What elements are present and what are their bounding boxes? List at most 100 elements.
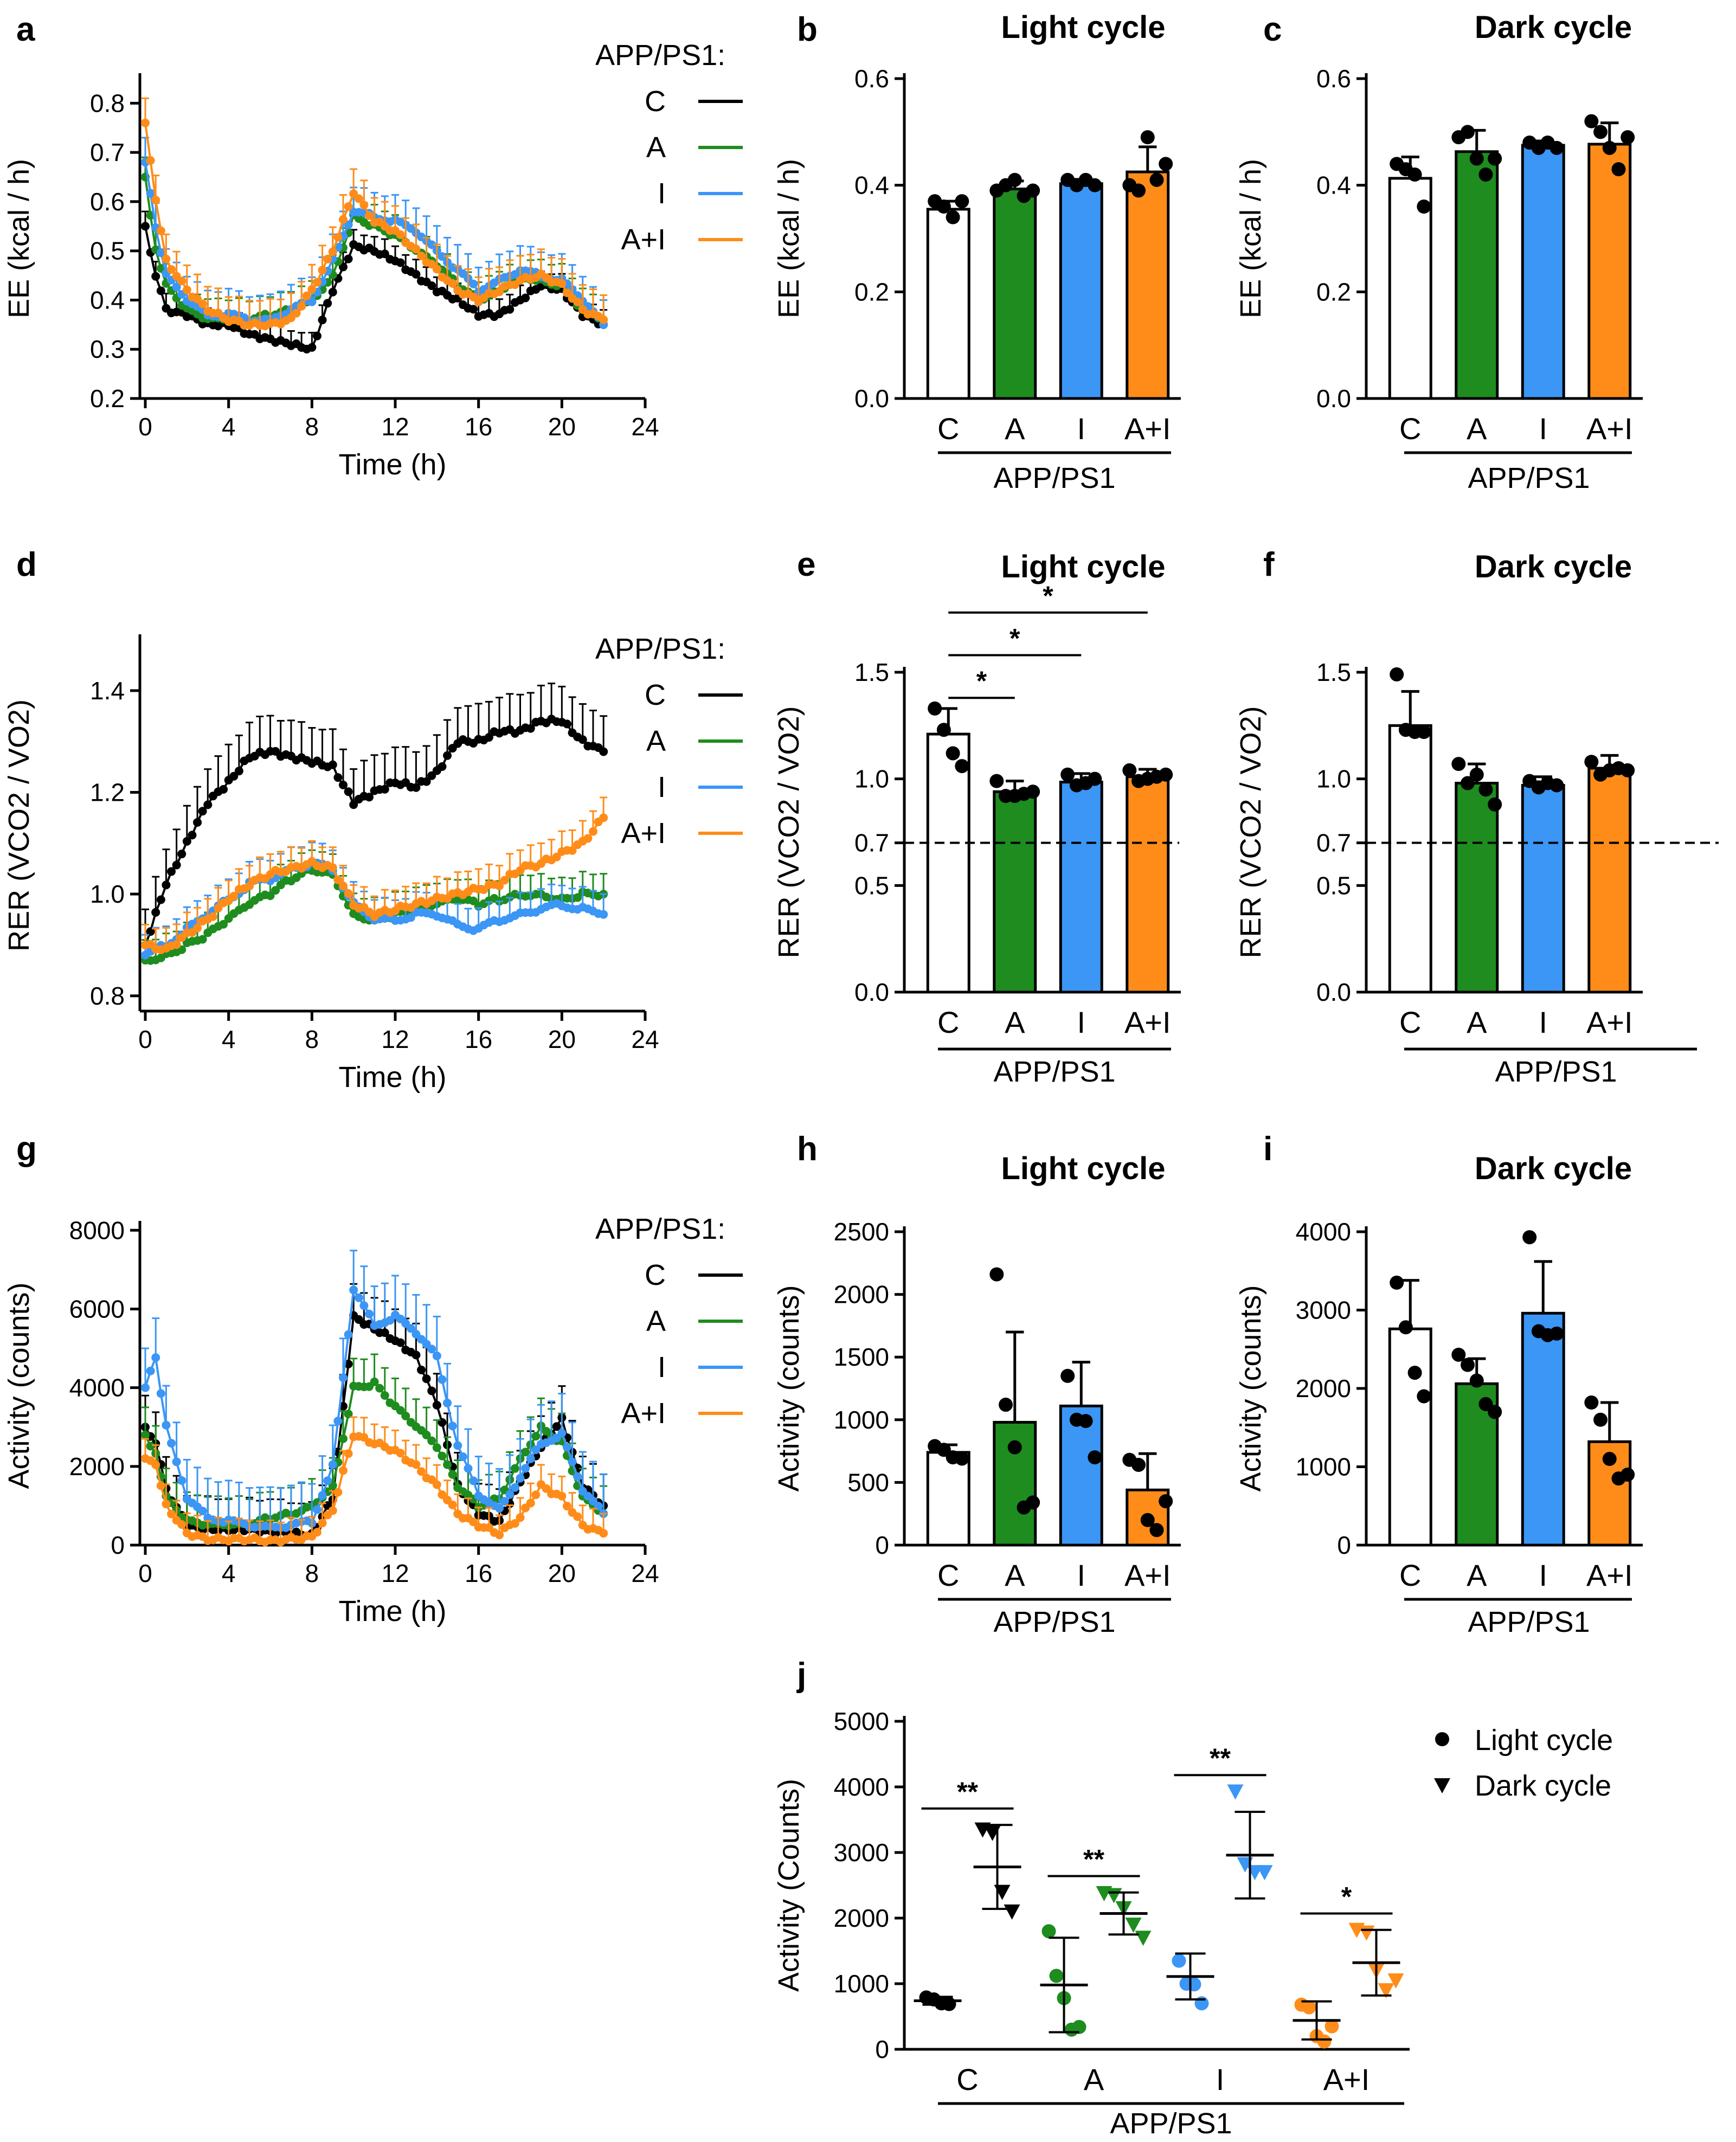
panel-label: d: [16, 546, 37, 583]
data-point: [167, 1509, 176, 1519]
data-point: [599, 813, 608, 822]
x-tick-label: A+I: [1124, 1558, 1171, 1592]
data-point: [1398, 1320, 1413, 1335]
bar-A: [1455, 150, 1499, 400]
x-tick-label: 20: [548, 413, 576, 441]
data-point: [333, 233, 343, 242]
data-point: [1478, 168, 1493, 182]
y-tick-label: 0.2: [854, 278, 889, 306]
data-point: [432, 1351, 441, 1360]
y-tick-label: 0.8: [90, 982, 125, 1010]
data-point: [1461, 1358, 1475, 1372]
data-point: [531, 1490, 541, 1500]
data-point: [1060, 1368, 1075, 1383]
data-point: [505, 1490, 515, 1499]
data-point: [495, 1504, 504, 1513]
data-point: [177, 276, 187, 286]
data-point: [521, 293, 530, 303]
x-tick-label: C: [1399, 411, 1421, 446]
x-tick-label: I: [1539, 411, 1547, 446]
chart-title: Dark cycle: [1475, 10, 1632, 45]
series-I: [141, 1250, 608, 1532]
data-point: [495, 1530, 504, 1540]
data-point: [292, 308, 301, 318]
y-tick-label: 6000: [69, 1295, 125, 1323]
data-point: [438, 1451, 447, 1461]
chart-title: Light cycle: [1001, 549, 1166, 584]
data-point: [448, 1421, 457, 1431]
data-point: [443, 751, 452, 760]
y-tick-label: 0.0: [854, 978, 889, 1006]
x-tick-label: 8: [305, 413, 319, 441]
y-tick-label: 3000: [1296, 1296, 1351, 1324]
data-point: [141, 222, 150, 231]
data-point: [328, 863, 337, 872]
legend-label: A+I: [621, 817, 666, 850]
data-point: [417, 252, 426, 261]
legend-label: I: [658, 1351, 666, 1384]
data-point: [151, 272, 160, 281]
legend-title: APP/PS1:: [595, 1213, 725, 1245]
y-tick-label: 1.5: [1316, 658, 1351, 686]
significance-label: *: [1341, 1882, 1352, 1912]
legend-label: C: [645, 1259, 666, 1291]
y-tick-label: 2000: [834, 1904, 889, 1932]
bar-A+I: [1587, 143, 1632, 400]
chart-title: Light cycle: [1001, 10, 1166, 45]
legend-dark-marker: [1434, 1778, 1450, 1793]
data-point: [370, 1377, 379, 1386]
bar-I: [1059, 781, 1103, 994]
y-tick-label: 3000: [834, 1838, 889, 1867]
panel-label: i: [1263, 1130, 1272, 1168]
data-point: [156, 286, 165, 295]
dark-point: [1135, 1931, 1152, 1946]
y-tick-label: 0.7: [854, 829, 889, 857]
data-point: [1469, 1373, 1484, 1388]
bar-I: [1521, 783, 1565, 994]
x-tick-label: A: [1005, 411, 1025, 446]
data-point: [167, 265, 176, 274]
data-point: [1417, 200, 1431, 214]
data-point: [188, 831, 197, 840]
bar-C: [1388, 724, 1432, 994]
chart-e: e Light cycle 0.0 0.5 0.7 1.0 1.5 RER (VCO2 / V…: [773, 546, 1181, 1088]
y-tick-label: 500: [847, 1468, 889, 1496]
data-point: [229, 892, 239, 901]
data-point: [1584, 114, 1599, 128]
y-tick-label: 2000: [834, 1281, 889, 1309]
x-axis-title: APP/PS1: [1468, 462, 1590, 494]
data-point: [146, 156, 155, 165]
data-point: [1007, 1440, 1022, 1455]
data-point: [396, 230, 405, 239]
data-point: [531, 1432, 541, 1441]
data-point: [526, 1454, 535, 1463]
data-point: [1478, 782, 1493, 797]
data-point: [338, 882, 348, 891]
significance-label: *: [1010, 623, 1020, 654]
data-point: [193, 923, 202, 932]
x-axis-title: Time (h): [339, 1595, 447, 1628]
data-point: [1122, 763, 1137, 777]
data-point: [1522, 1230, 1537, 1245]
bar-A: [993, 790, 1037, 994]
significance-label: **: [1210, 1743, 1231, 1773]
data-point: [396, 1449, 405, 1458]
data-point: [198, 935, 207, 944]
data-point: [427, 1386, 436, 1395]
series-A+I: [141, 97, 608, 331]
data-point: [568, 846, 577, 855]
bar-I: [1059, 1404, 1103, 1547]
data-point: [448, 1500, 457, 1509]
data-point: [1159, 1494, 1173, 1509]
x-tick-label: C: [937, 1558, 959, 1592]
bar-I: [1059, 182, 1103, 400]
data-point: [156, 226, 165, 235]
panel-label: b: [797, 11, 818, 48]
chart-f: f Dark cycle 0.0 0.5 0.7 1.0 1.5 RER (VCO2 / VO…: [1235, 546, 1719, 1088]
data-point: [1461, 776, 1475, 790]
data-point: [156, 248, 165, 258]
y-tick-label: 1500: [834, 1343, 889, 1371]
data-point: [1407, 1366, 1422, 1380]
data-point: [573, 893, 582, 902]
